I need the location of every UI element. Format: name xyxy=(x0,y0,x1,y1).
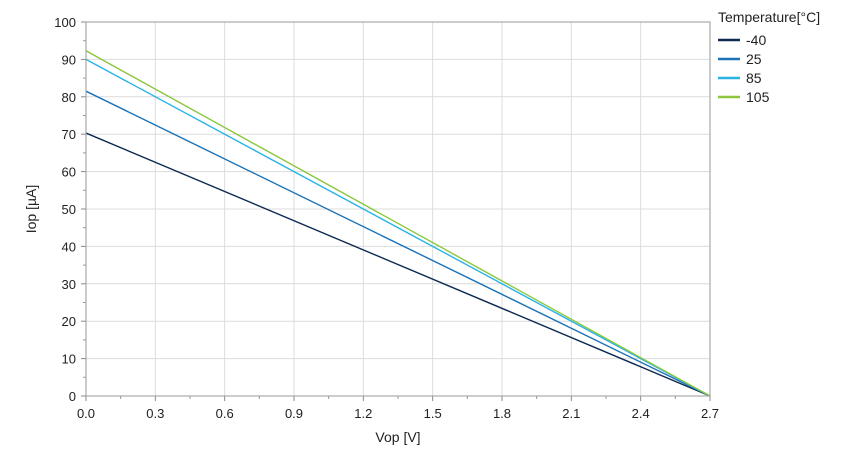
x-axis-title: Vop [V] xyxy=(375,429,420,445)
legend-title: Temperature[°C] xyxy=(718,9,820,25)
y-axis-title: Iop [µA] xyxy=(23,185,39,234)
y-tick-labels: 0 10 20 30 40 50 60 70 80 90 100 xyxy=(54,15,76,404)
y-tick-label: 100 xyxy=(54,15,76,30)
x-tick-label: 0.6 xyxy=(216,406,234,421)
series-line-105 xyxy=(85,50,711,397)
legend-label: 25 xyxy=(746,51,762,67)
series-group xyxy=(85,50,711,397)
y-tick-label: 70 xyxy=(62,127,76,142)
y-tick-label: 40 xyxy=(62,239,76,254)
y-tick-label: 90 xyxy=(62,52,76,67)
x-tick-labels: 0.0 0.3 0.6 0.9 1.2 1.5 1.8 2.1 2.4 2.7 xyxy=(77,406,719,421)
x-tick-label: 2.4 xyxy=(632,406,650,421)
minor-ticks xyxy=(81,21,711,401)
y-tick-label: 50 xyxy=(62,202,76,217)
series-line--40 xyxy=(85,132,711,397)
x-tick-label: 2.7 xyxy=(701,406,719,421)
y-tick-label: 10 xyxy=(62,352,76,367)
x-tick-label: 1.8 xyxy=(493,406,511,421)
x-tick-label: 1.2 xyxy=(354,406,372,421)
y-tick-label: 0 xyxy=(69,389,76,404)
x-tick-label: 2.1 xyxy=(562,406,580,421)
legend-label: 85 xyxy=(746,70,762,86)
legend: Temperature[°C] -40 25 85 105 xyxy=(718,9,820,105)
series-line-25 xyxy=(85,90,711,397)
grid xyxy=(85,21,711,397)
x-tick-label: 1.5 xyxy=(424,406,442,421)
legend-label: -40 xyxy=(746,32,766,48)
y-tick-label: 30 xyxy=(62,277,76,292)
y-tick-label: 60 xyxy=(62,165,76,180)
y-tick-label: 20 xyxy=(62,314,76,329)
series-line-85 xyxy=(85,58,711,397)
x-tick-label: 0.0 xyxy=(77,406,95,421)
x-tick-label: 0.9 xyxy=(285,406,303,421)
plot-frame xyxy=(85,21,711,397)
x-tick-label: 0.3 xyxy=(146,406,164,421)
legend-label: 105 xyxy=(746,89,770,105)
y-tick-label: 80 xyxy=(62,90,76,105)
